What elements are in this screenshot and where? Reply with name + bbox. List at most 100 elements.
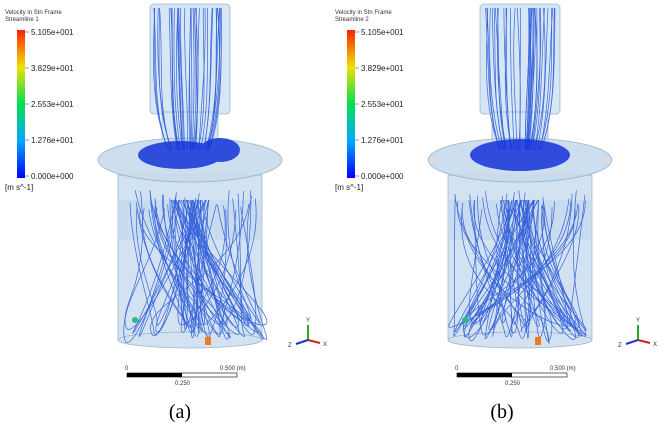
streamline xyxy=(168,7,178,151)
streamline xyxy=(510,199,553,334)
streamline xyxy=(484,199,529,339)
caption: (b) xyxy=(490,401,513,423)
streamline xyxy=(540,7,556,151)
color-tick-label: 0.000e+000 xyxy=(31,172,74,181)
color-tick-label: 3.829e+001 xyxy=(31,64,74,73)
streamline xyxy=(155,193,200,332)
legend-title: Velocity in Stn Frame xyxy=(335,10,392,16)
scale-mid: 0.250 xyxy=(505,381,521,387)
streamlines xyxy=(448,7,587,345)
streamline xyxy=(206,7,220,151)
streamline xyxy=(195,7,200,151)
streamlines xyxy=(123,7,268,343)
streamline xyxy=(199,190,252,324)
streamline xyxy=(159,7,173,151)
vortex xyxy=(138,138,240,169)
streamline xyxy=(526,7,533,151)
streamline xyxy=(177,7,184,151)
vortex xyxy=(470,139,570,171)
axis-x-label: X xyxy=(323,342,327,348)
streamline xyxy=(524,7,530,151)
streamline xyxy=(198,7,206,151)
streamline xyxy=(191,7,195,151)
streamline xyxy=(162,195,203,332)
streamline xyxy=(525,196,568,330)
streamline xyxy=(174,193,200,333)
streamline xyxy=(534,7,545,151)
streamline xyxy=(201,199,261,324)
axis-z xyxy=(295,339,309,345)
streamline xyxy=(182,199,239,328)
streamline xyxy=(489,7,503,151)
streamline xyxy=(518,194,586,322)
scale-mid: 0.250 xyxy=(175,381,191,387)
streamline xyxy=(454,193,518,333)
color-tick-label: 0.000e+000 xyxy=(361,172,404,181)
streamline xyxy=(503,199,565,321)
streamline xyxy=(135,199,194,326)
streamline xyxy=(177,199,236,326)
streamline xyxy=(528,7,538,151)
color-tick-label: 3.829e+001 xyxy=(361,64,404,73)
streamline xyxy=(190,7,193,151)
legend-subtitle: Streamline 1 xyxy=(5,17,39,23)
streamline xyxy=(192,199,223,335)
streamline xyxy=(513,197,553,342)
streamline xyxy=(503,7,511,151)
scale-end: 0.500 (m) xyxy=(550,366,576,372)
streamline xyxy=(485,190,571,332)
streamline xyxy=(189,7,192,151)
axis-x xyxy=(637,339,651,344)
streamline xyxy=(169,198,206,332)
legend-unit: [m s^-1] xyxy=(335,183,363,192)
axis-x-label: X xyxy=(653,342,657,348)
streamline xyxy=(134,190,200,337)
streamline xyxy=(207,7,221,151)
color-tick-label: 2.553e+001 xyxy=(31,100,74,109)
streamline xyxy=(173,7,181,151)
streamline xyxy=(470,199,510,321)
streamline xyxy=(178,7,184,151)
inlet xyxy=(132,317,138,323)
streamline xyxy=(171,7,180,151)
streamline xyxy=(533,7,546,151)
vortex-core xyxy=(200,138,240,162)
streamline xyxy=(154,199,240,335)
axis-y-label: Y xyxy=(306,318,310,324)
streamline xyxy=(186,199,227,338)
scale-start: 0 xyxy=(455,366,459,372)
color-tick-label: 1.276e+001 xyxy=(361,136,404,145)
inlet xyxy=(535,337,541,345)
streamline xyxy=(526,7,532,151)
streamline xyxy=(189,191,244,323)
streamline xyxy=(153,7,169,151)
streamline xyxy=(539,7,554,151)
streamline xyxy=(531,7,542,151)
streamline xyxy=(176,7,184,151)
streamline xyxy=(154,199,231,338)
color-bar xyxy=(347,30,355,178)
streamline xyxy=(202,7,213,151)
color-tick-label: 1.276e+001 xyxy=(31,136,74,145)
inlet xyxy=(205,337,211,345)
inlet xyxy=(462,317,468,323)
lower-bottom xyxy=(447,331,593,349)
streamline xyxy=(499,199,521,325)
streamline xyxy=(129,199,187,335)
streamline xyxy=(191,199,226,338)
streamline xyxy=(496,7,507,151)
streamline xyxy=(193,7,198,151)
color-tick-label: 5.105e+001 xyxy=(361,28,404,37)
streamline xyxy=(491,7,504,151)
axis-x xyxy=(307,339,321,344)
color-tick-label: 2.553e+001 xyxy=(361,100,404,109)
streamline xyxy=(518,190,587,331)
streamline xyxy=(531,7,541,151)
streamline xyxy=(461,199,576,327)
streamline xyxy=(486,7,501,151)
streamline xyxy=(200,7,208,151)
legend-title: Velocity in Stn Frame xyxy=(5,10,62,16)
streamline xyxy=(520,199,582,337)
